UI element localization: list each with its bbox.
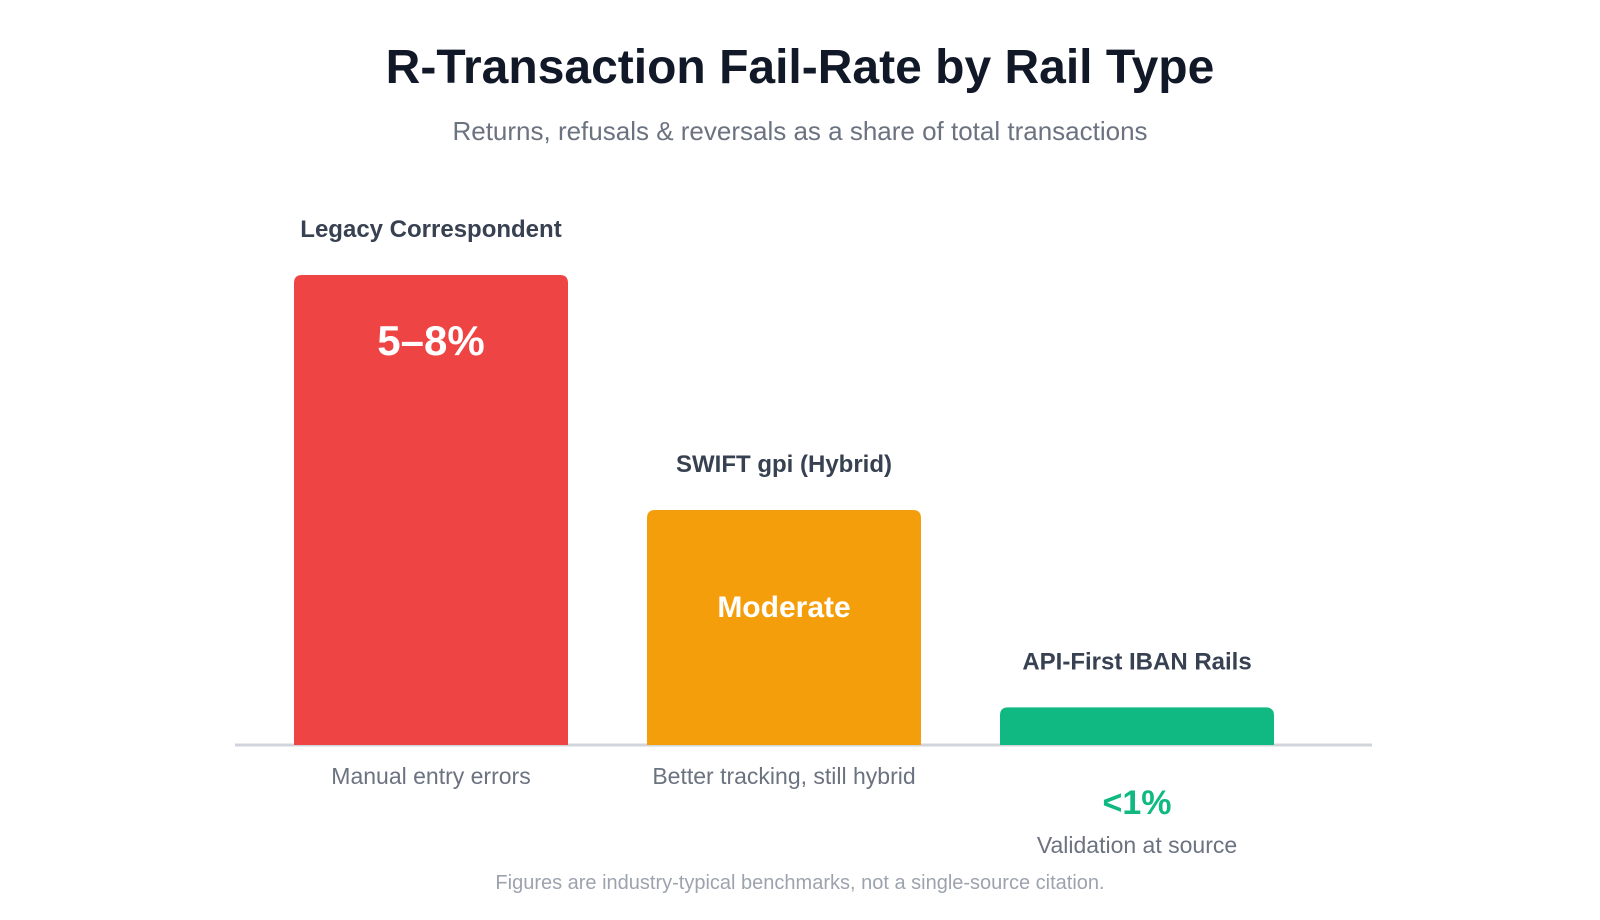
value-label-3: <1%	[1103, 784, 1172, 822]
bar-1	[294, 275, 568, 745]
category-label-1: Legacy Correspondent	[300, 216, 561, 243]
bar-2	[647, 510, 921, 745]
category-label-3: API-First IBAN Rails	[1022, 648, 1251, 675]
chart-footnote: Figures are industry-typical benchmarks,…	[495, 872, 1105, 894]
bar-3	[1000, 707, 1274, 745]
caption-3: Validation at source	[1037, 832, 1237, 858]
value-label-1: 5–8%	[377, 317, 484, 364]
chart-subtitle: Returns, refusals & reversals as a share…	[452, 116, 1148, 146]
chart-title: R-Transaction Fail-Rate by Rail Type	[385, 41, 1215, 94]
value-label-2: Moderate	[717, 591, 850, 624]
category-label-2: SWIFT gpi (Hybrid)	[676, 451, 892, 478]
caption-2: Better tracking, still hybrid	[652, 763, 915, 789]
caption-1: Manual entry errors	[331, 763, 530, 789]
